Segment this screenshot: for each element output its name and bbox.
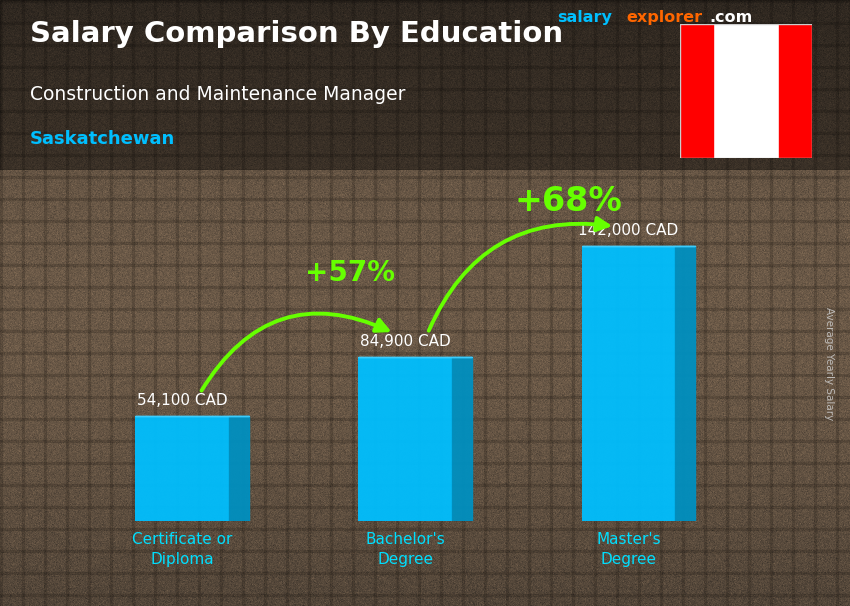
Text: Saskatchewan: Saskatchewan [30,130,175,148]
Bar [0,110,850,112]
Bar [660,0,662,606]
Bar [0,0,850,2]
Bar [0,242,850,244]
Bar [418,0,420,606]
Bar [0,418,850,420]
Bar [0,264,850,266]
Bar [440,0,442,606]
Bar [0,484,850,486]
Bar [44,0,46,606]
Bar [616,0,618,606]
Bar [0,44,850,46]
Bar [0,308,850,310]
Bar [0,374,850,376]
Bar [220,0,222,606]
Bar [396,0,398,606]
Polygon shape [229,416,249,521]
Bar [680,24,713,158]
Bar [0,176,850,178]
Bar [352,0,354,606]
Bar [135,416,229,521]
Bar [594,0,596,606]
Bar [286,0,288,606]
Bar [0,88,850,90]
Bar [462,0,464,606]
Text: 84,900 CAD: 84,900 CAD [360,334,451,349]
Text: explorer: explorer [626,10,703,25]
Text: +57%: +57% [304,259,394,287]
Bar [0,220,850,222]
Bar [0,594,850,596]
Text: .com: .com [710,10,753,25]
Bar [770,0,772,606]
Bar [242,0,244,606]
Bar [726,0,728,606]
Bar [836,0,838,606]
Bar [572,0,574,606]
Bar [581,246,675,521]
Bar [638,0,640,606]
Text: 54,100 CAD: 54,100 CAD [137,393,228,408]
Bar [176,0,178,606]
Text: +68%: +68% [514,185,622,218]
Bar [330,0,332,606]
Bar [22,0,24,606]
Bar [0,132,850,134]
Bar [528,0,530,606]
Bar [88,0,90,606]
Bar [0,352,850,354]
Bar [484,0,486,606]
Bar [0,528,850,530]
Bar [682,0,684,606]
Bar [0,572,850,574]
Bar [0,506,850,508]
Text: salary: salary [557,10,612,25]
Bar [308,0,310,606]
Bar [704,0,706,606]
Text: Salary Comparison By Education: Salary Comparison By Education [30,21,563,48]
Bar [814,0,816,606]
Polygon shape [675,246,695,521]
Polygon shape [452,356,473,521]
Bar [264,0,266,606]
Bar [0,330,850,332]
Bar [0,396,850,398]
Bar [0,0,2,606]
Bar [66,0,68,606]
Bar [792,0,794,606]
Text: 142,000 CAD: 142,000 CAD [578,223,678,238]
Bar [0,66,850,68]
Bar [0,462,850,464]
Bar [359,356,452,521]
Bar [0,440,850,442]
Bar [0,22,850,24]
Bar [0,198,850,200]
Bar [550,0,552,606]
Bar [0,154,850,156]
Bar [374,0,376,606]
Text: Average Yearly Salary: Average Yearly Salary [824,307,834,420]
Bar [0,550,850,552]
Bar [779,24,812,158]
Bar [110,0,112,606]
Bar [748,0,750,606]
Bar [506,0,508,606]
Bar [198,0,200,606]
Bar [0,286,850,288]
Bar [132,0,134,606]
Text: Construction and Maintenance Manager: Construction and Maintenance Manager [30,85,405,104]
Bar [154,0,156,606]
